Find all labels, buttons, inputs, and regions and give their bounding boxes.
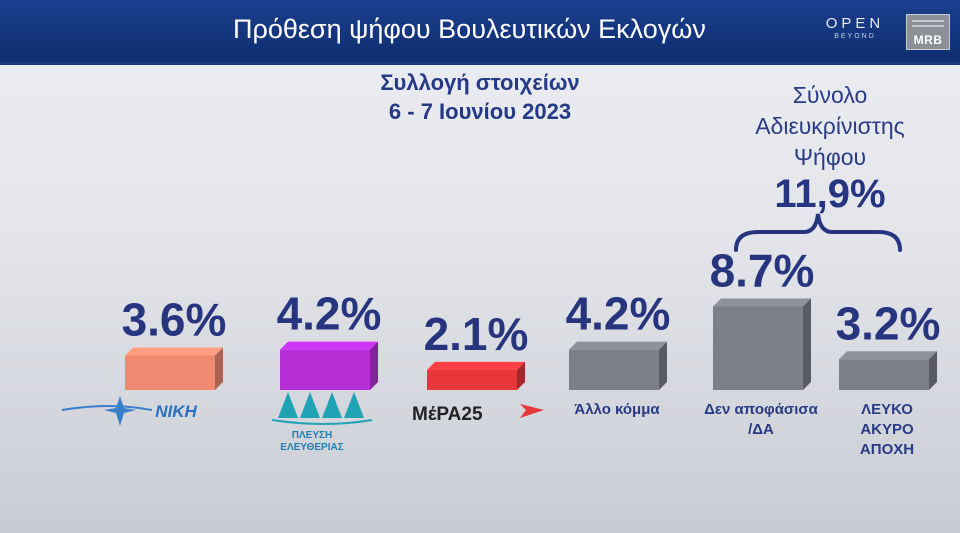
arrow-icon bbox=[520, 404, 544, 418]
category-label: ΛΕΥΚΟ bbox=[861, 401, 913, 418]
plefsi-logo-text: ΕΛΕΥΘΕΡΙΑΣ bbox=[280, 442, 343, 453]
bar bbox=[125, 355, 215, 390]
bar-top-face bbox=[839, 351, 937, 360]
bar-group: 4.2% Άλλο κόμμα bbox=[566, 288, 671, 418]
brand-sub: BEYOND bbox=[834, 33, 876, 40]
bar-group: 8.7% Δεν αποφάσισα/ΔΑ bbox=[704, 244, 819, 438]
subtitle-line-2: 6 - 7 Ιουνίου 2023 bbox=[388, 99, 572, 124]
niki-logo-swoosh bbox=[61, 405, 153, 411]
sail-icon bbox=[278, 392, 298, 418]
value-label: 2.1% bbox=[424, 308, 529, 360]
undecided-total-label: Σύνολο Αδιευκρίνιστης Ψήφου bbox=[730, 80, 930, 173]
bar-side-face bbox=[929, 351, 937, 390]
sail-icon bbox=[300, 392, 320, 418]
data-collection-subtitle: Συλλογή στοιχείων 6 - 7 Ιουνίου 2023 bbox=[330, 68, 630, 126]
mera25-logo: ΜέΡΑ25 bbox=[412, 404, 544, 425]
bar-side-face bbox=[215, 347, 223, 390]
bar bbox=[427, 369, 517, 390]
bar-top-face bbox=[427, 361, 525, 370]
bar-top-face bbox=[713, 298, 811, 307]
bar-top-face bbox=[280, 341, 378, 350]
page-title: Πρόθεση ψήφου Βουλευτικών Εκλογών bbox=[233, 14, 706, 44]
mrb-logo: MRB bbox=[906, 14, 950, 50]
value-label: 8.7% bbox=[710, 244, 815, 296]
category-label: ΑΠΟΧΗ bbox=[860, 441, 914, 458]
undecided-total-value: 11,9% bbox=[774, 172, 886, 216]
bar bbox=[839, 359, 929, 390]
category-label: /ΔΑ bbox=[748, 421, 774, 438]
bar bbox=[569, 349, 659, 390]
mrb-logo-text: MRB bbox=[913, 33, 943, 47]
bar-group: 3.2% ΛΕΥΚΟ ΑΚΥΡΟ ΑΠΟΧΗ bbox=[836, 297, 941, 458]
bar-side-face bbox=[803, 298, 811, 390]
bar-group: 3.6% bbox=[122, 293, 227, 390]
bar bbox=[280, 349, 370, 390]
subtitle-line-1: Συλλογή στοιχείων bbox=[380, 70, 580, 95]
bar-side-face bbox=[517, 361, 525, 390]
bar-side-face bbox=[659, 341, 667, 390]
category-label: ΑΚΥΡΟ bbox=[860, 421, 914, 438]
mera25-logo-text: ΜέΡΑ25 bbox=[412, 404, 483, 425]
category-label: Δεν αποφάσισα bbox=[704, 401, 819, 418]
bar-group: 2.1% bbox=[424, 308, 529, 390]
value-label: 3.6% bbox=[122, 293, 227, 345]
brand-name: OPEN bbox=[825, 15, 885, 32]
curly-brace-icon bbox=[734, 213, 902, 252]
category-label: Άλλο κόμμα bbox=[574, 401, 660, 418]
open-beyond-logo: OPEN BEYOND bbox=[820, 16, 890, 42]
total-label-line-3: Ψήφου bbox=[793, 144, 867, 170]
bar-top-face bbox=[569, 341, 667, 350]
value-label: 4.2% bbox=[566, 288, 671, 340]
plefsi-logo-text: ΠΛΕΥΣΗ bbox=[292, 430, 332, 441]
niki-logo-text: ΝΙΚΗ bbox=[155, 402, 197, 421]
star-icon bbox=[104, 396, 136, 426]
header-bar: Πρόθεση ψήφου Βουλευτικών Εκλογών OPEN B… bbox=[0, 0, 960, 65]
bar-group: 4.2% bbox=[277, 288, 382, 390]
bar-side-face bbox=[370, 341, 378, 390]
bar-top-face bbox=[125, 347, 223, 356]
niki-logo: ΝΙΚΗ bbox=[61, 396, 197, 426]
total-label-line-2: Αδιευκρίνιστης bbox=[755, 113, 905, 139]
total-label-line-1: Σύνολο bbox=[792, 82, 868, 108]
value-label: 3.2% bbox=[836, 297, 941, 349]
sail-icon bbox=[322, 392, 342, 418]
sail-icon bbox=[344, 392, 364, 418]
bar bbox=[713, 306, 803, 390]
value-label: 4.2% bbox=[277, 288, 382, 340]
wave-icon bbox=[271, 419, 373, 425]
